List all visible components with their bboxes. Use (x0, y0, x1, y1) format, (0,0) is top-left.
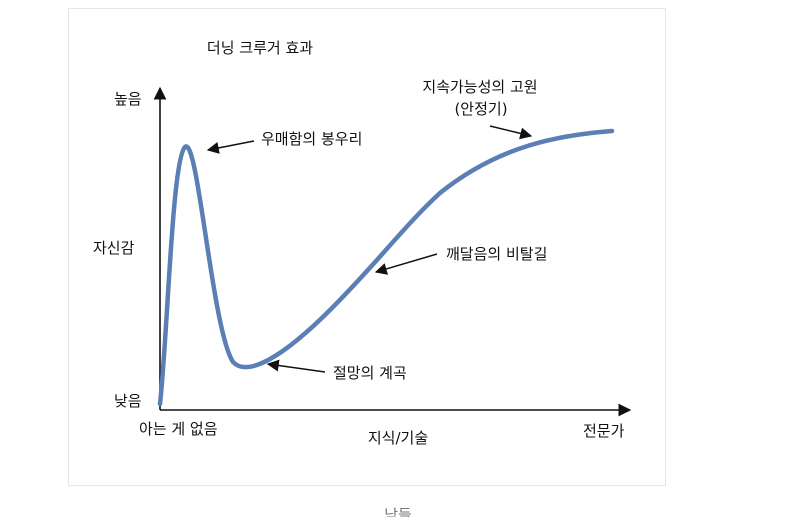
x-axis-end-label: 전문가 (583, 422, 625, 440)
valley-label: 절망의 계곡 (333, 364, 407, 382)
plateau-arrow (489, 125, 533, 140)
x-axis-start-label: 아는 게 없음 (139, 420, 218, 438)
caption-text: 남들 (384, 506, 412, 517)
slope-label: 깨달음의 비탈길 (446, 245, 547, 263)
valley-arrow (266, 359, 326, 373)
plateau-sub-label: (안정기) (454, 100, 507, 118)
confidence-curve (157, 128, 615, 407)
peak-label: 우매함의 봉우리 (261, 130, 362, 148)
plateau-label: 지속가능성의 고원 (422, 78, 537, 96)
diagram-frame (68, 8, 666, 486)
peak-arrow (206, 140, 255, 154)
y-axis-label: 자신감 (93, 239, 135, 257)
y-axis-high-label: 높음 (114, 90, 142, 108)
x-axis-label: 지식/기술 (368, 429, 428, 447)
diagram-title: 더닝 크루거 효과 (207, 39, 313, 57)
y-axis-low-label: 낮음 (114, 392, 142, 410)
slope-arrow (374, 253, 438, 275)
